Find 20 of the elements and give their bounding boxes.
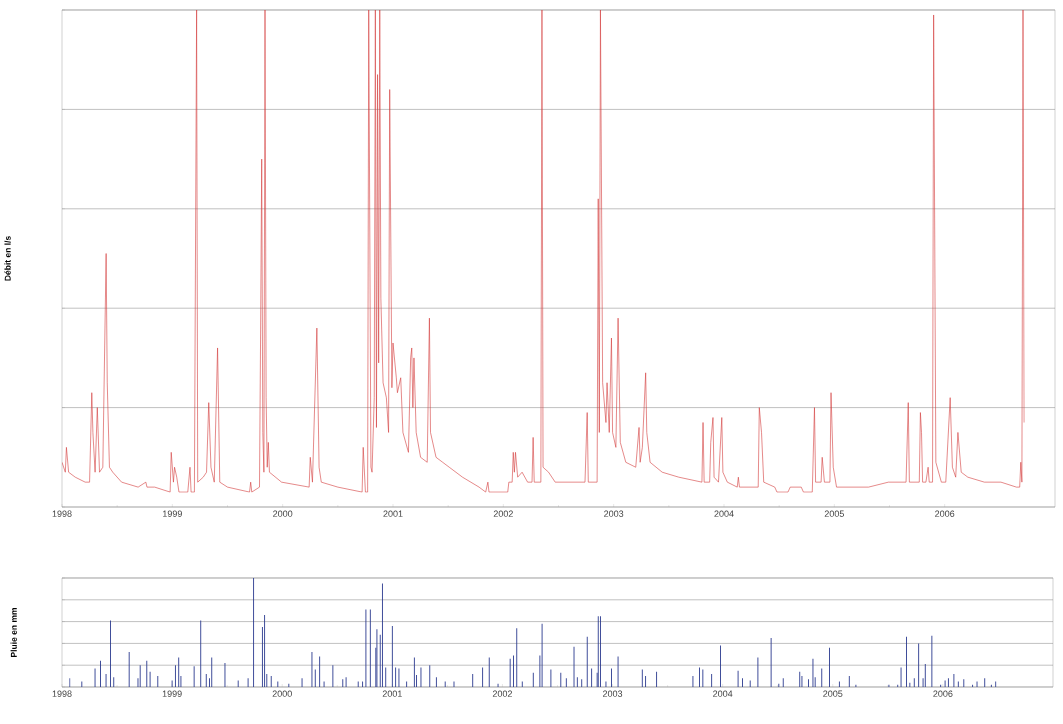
x-tick-label: 2005 [823, 690, 843, 697]
x-tick-label: 2001 [383, 510, 403, 517]
x-tick-label: 2005 [824, 510, 844, 517]
x-tick-label: 2000 [272, 690, 292, 697]
x-tick-label: 2000 [273, 510, 293, 517]
x-tick-label: 2004 [714, 510, 734, 517]
x-tick-label: 1999 [162, 690, 182, 697]
x-tick-label: 2002 [492, 690, 512, 697]
x-tick-label: 1999 [163, 510, 182, 517]
x-tick-label: 1998 [52, 690, 72, 697]
x-tick-label: 2004 [713, 690, 733, 697]
x-tick-label: 2001 [382, 690, 402, 697]
y-axis-title: Débit en l/s [4, 236, 11, 281]
x-tick-label: 2006 [935, 510, 955, 517]
x-tick-label: 2002 [493, 510, 513, 517]
x-tick-label: 2006 [933, 690, 953, 697]
x-tick-label: 1998 [52, 510, 72, 517]
x-tick-label: 2003 [603, 690, 623, 697]
x-tick-label: 2003 [604, 510, 624, 517]
y-axis-title: Pluie en mm [10, 608, 17, 657]
